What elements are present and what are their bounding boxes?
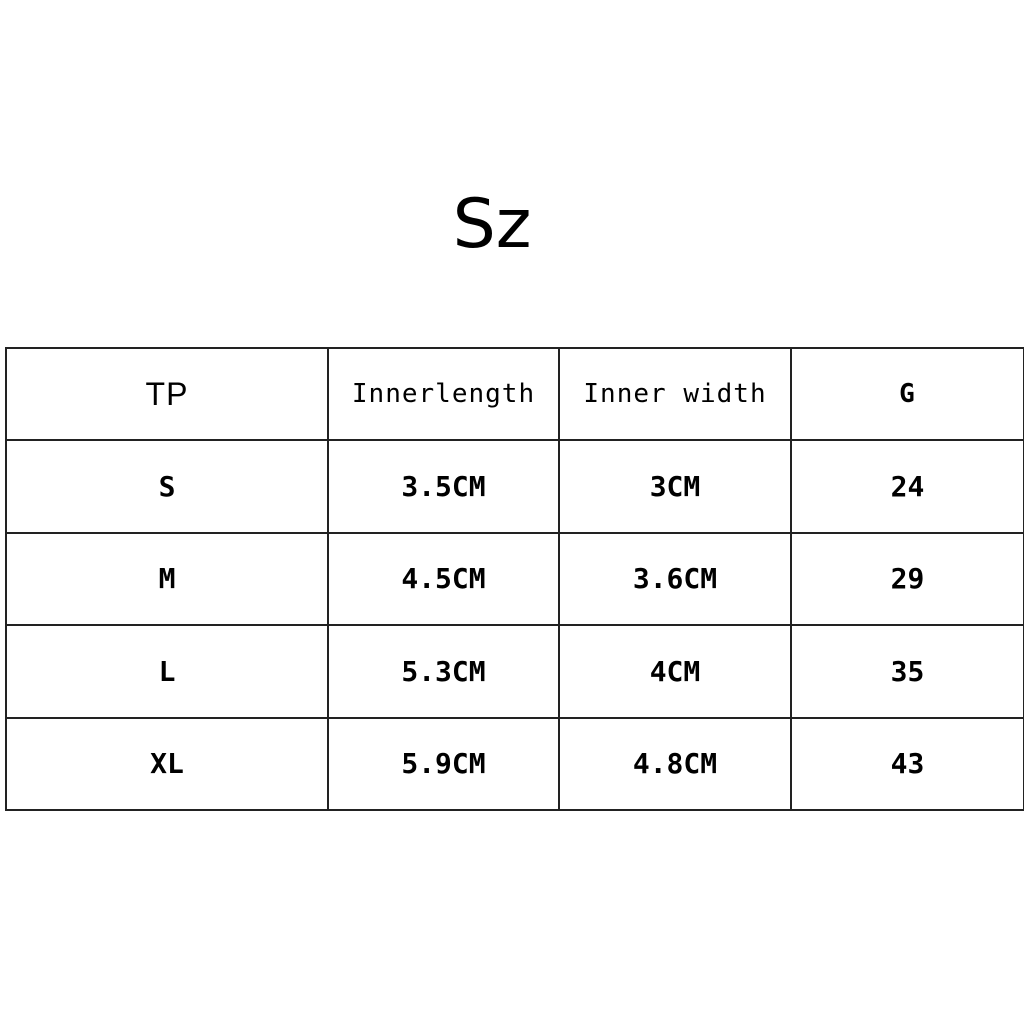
cell-weight: 24 [790,439,1024,534]
size-table: TP Innerlength Inner width G S 3.5CM 3CM… [5,346,1024,812]
cell-size: L [5,624,329,719]
cell-inner-length: 4.5CM [327,531,560,627]
cell-inner-width: 3.6CM [558,531,792,627]
cell-inner-width: 3CM [558,439,792,534]
header-inner-width: Inner width [558,346,792,442]
header-inner-length: Innerlength [327,346,560,442]
cell-size: XL [5,716,329,812]
table-row: XL 5.9CM 4.8CM 43 [5,716,1024,812]
cell-weight: 29 [790,531,1024,627]
cell-size: S [5,439,329,534]
cell-size: M [5,531,329,627]
cell-weight: 43 [790,716,1024,812]
cell-inner-length: 5.3CM [327,624,560,719]
table-header-row: TP Innerlength Inner width G [5,346,1024,442]
page-title: Sz [452,185,532,264]
cell-inner-length: 5.9CM [327,716,560,812]
table-row: S 3.5CM 3CM 24 [5,439,1024,534]
cell-weight: 35 [790,624,1024,719]
cell-inner-width: 4CM [558,624,792,719]
cell-inner-width: 4.8CM [558,716,792,812]
table-row: M 4.5CM 3.6CM 29 [5,531,1024,627]
header-weight: G [790,346,1024,442]
header-type: TP [5,346,329,442]
cell-inner-length: 3.5CM [327,439,560,534]
table-row: L 5.3CM 4CM 35 [5,624,1024,719]
